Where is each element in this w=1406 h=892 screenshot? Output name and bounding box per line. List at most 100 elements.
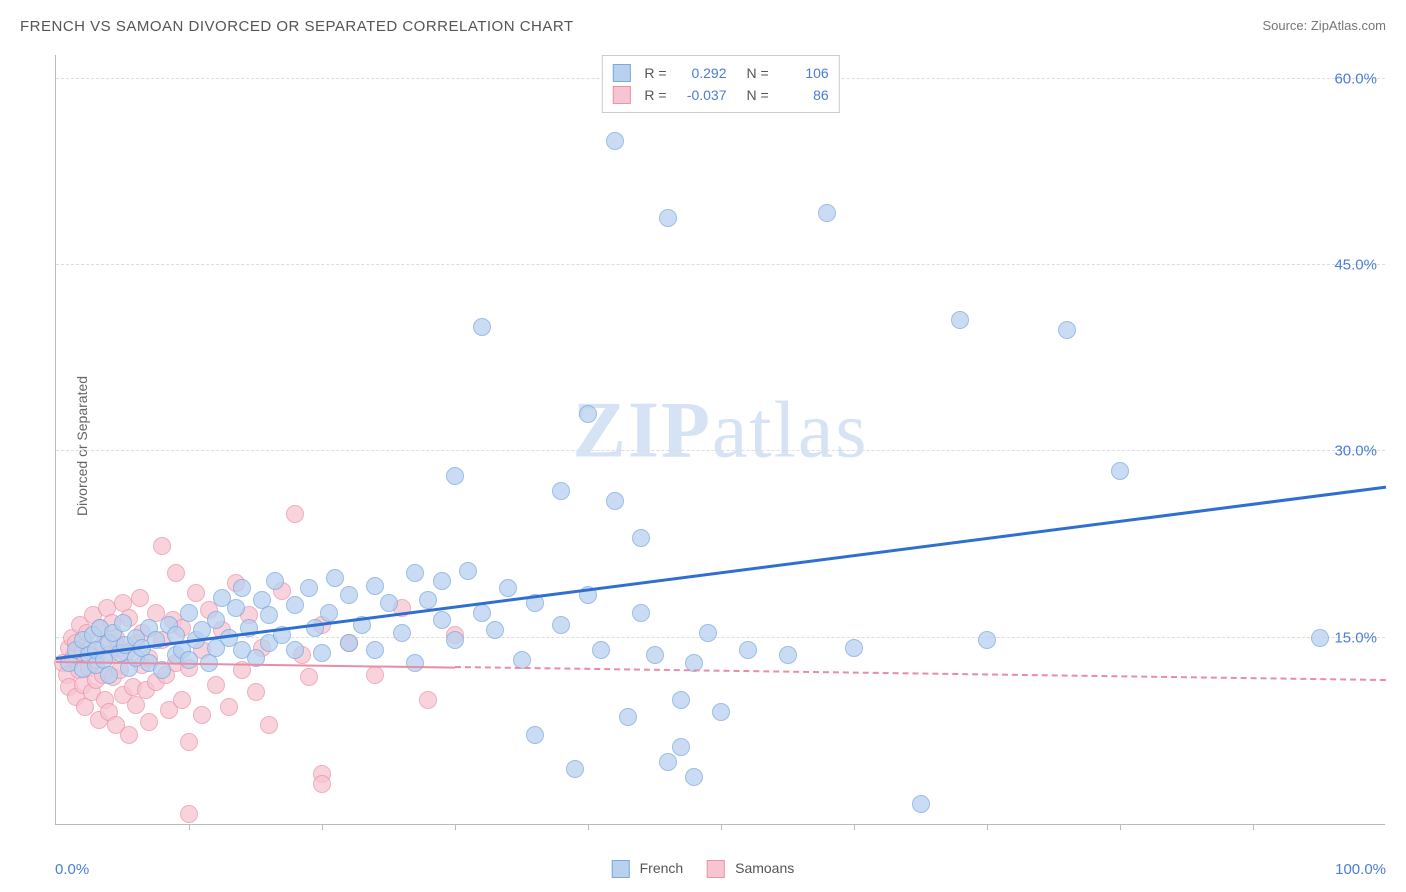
x-tick: [588, 824, 589, 830]
french-point: [473, 604, 491, 622]
french-point: [286, 641, 304, 659]
legend-label: French: [640, 860, 684, 876]
french-point: [326, 569, 344, 587]
french-point: [552, 616, 570, 634]
stats-legend: R = 0.292 N = 106 R = -0.037 N = 86: [601, 55, 839, 113]
samoan-point: [313, 775, 331, 793]
x-tick: [1120, 824, 1121, 830]
samoan-point: [366, 666, 384, 684]
french-point: [978, 631, 996, 649]
french-point: [632, 529, 650, 547]
samoan-point: [187, 584, 205, 602]
french-point: [406, 654, 424, 672]
x-tick: [854, 824, 855, 830]
french-point: [446, 467, 464, 485]
gridline: [56, 637, 1385, 638]
french-point: [659, 753, 677, 771]
french-point: [320, 604, 338, 622]
x-tick: [189, 824, 190, 830]
french-point: [233, 579, 251, 597]
french-point: [659, 209, 677, 227]
samoan-point: [300, 668, 318, 686]
plot-area: ZIPatlas R = 0.292 N = 106 R = -0.037 N …: [55, 55, 1385, 825]
samoan-point: [247, 683, 265, 701]
samoan-point: [286, 505, 304, 523]
french-point: [393, 624, 411, 642]
samoan-point: [167, 564, 185, 582]
french-point: [380, 594, 398, 612]
swatch-icon: [612, 86, 630, 104]
x-tick: [987, 824, 988, 830]
samoan-point: [120, 726, 138, 744]
french-point: [672, 691, 690, 709]
french-point: [433, 572, 451, 590]
french-point: [739, 641, 757, 659]
french-point: [619, 708, 637, 726]
x-tick: [455, 824, 456, 830]
samoan-point: [220, 698, 238, 716]
x-axis-min-label: 0.0%: [55, 861, 89, 878]
french-point: [499, 579, 517, 597]
french-point: [606, 492, 624, 510]
legend-item-french: French: [612, 860, 683, 878]
swatch-icon: [612, 860, 630, 878]
french-point: [260, 606, 278, 624]
french-point: [1111, 462, 1129, 480]
french-point: [419, 591, 437, 609]
source-label: Source: ZipAtlas.com: [1262, 18, 1386, 33]
n-label: N =: [747, 65, 769, 81]
french-point: [266, 572, 284, 590]
r-label: R =: [644, 65, 666, 81]
samoan-point: [207, 676, 225, 694]
x-tick: [1253, 824, 1254, 830]
samoan-point: [193, 706, 211, 724]
french-point: [845, 639, 863, 657]
stats-row-french: R = 0.292 N = 106: [612, 62, 828, 84]
french-point: [685, 768, 703, 786]
chart-title: FRENCH VS SAMOAN DIVORCED OR SEPARATED C…: [20, 18, 574, 35]
french-point: [951, 311, 969, 329]
french-point: [486, 621, 504, 639]
samoan-point: [260, 716, 278, 734]
samoan-point: [180, 805, 198, 823]
y-tick-label: 45.0%: [1334, 257, 1377, 274]
french-point: [592, 641, 610, 659]
samoan-point: [131, 589, 149, 607]
n-label: N =: [747, 87, 769, 103]
n-value: 106: [777, 65, 829, 81]
french-point: [286, 596, 304, 614]
n-value: 86: [777, 87, 829, 103]
french-point: [207, 611, 225, 629]
samoan-point: [127, 696, 145, 714]
samoan-point: [153, 537, 171, 555]
y-tick-label: 15.0%: [1334, 629, 1377, 646]
french-point: [566, 760, 584, 778]
french-point: [366, 577, 384, 595]
r-value: -0.037: [675, 87, 727, 103]
samoan-trendline: [455, 666, 1386, 681]
french-point: [100, 666, 118, 684]
x-tick: [322, 824, 323, 830]
french-point: [227, 599, 245, 617]
r-value: 0.292: [675, 65, 727, 81]
french-point: [672, 738, 690, 756]
french-point: [433, 611, 451, 629]
french-point: [1311, 629, 1329, 647]
french-point: [818, 204, 836, 222]
legend-label: Samoans: [735, 860, 794, 876]
french-point: [313, 644, 331, 662]
french-point: [473, 318, 491, 336]
french-point: [306, 619, 324, 637]
samoan-point: [419, 691, 437, 709]
legend-item-samoan: Samoans: [707, 860, 794, 878]
french-point: [406, 564, 424, 582]
french-point: [526, 726, 544, 744]
swatch-icon: [707, 860, 725, 878]
french-point: [552, 482, 570, 500]
swatch-icon: [612, 64, 630, 82]
samoan-point: [140, 713, 158, 731]
french-point: [699, 624, 717, 642]
samoan-point: [180, 733, 198, 751]
french-point: [459, 562, 477, 580]
x-tick: [721, 824, 722, 830]
